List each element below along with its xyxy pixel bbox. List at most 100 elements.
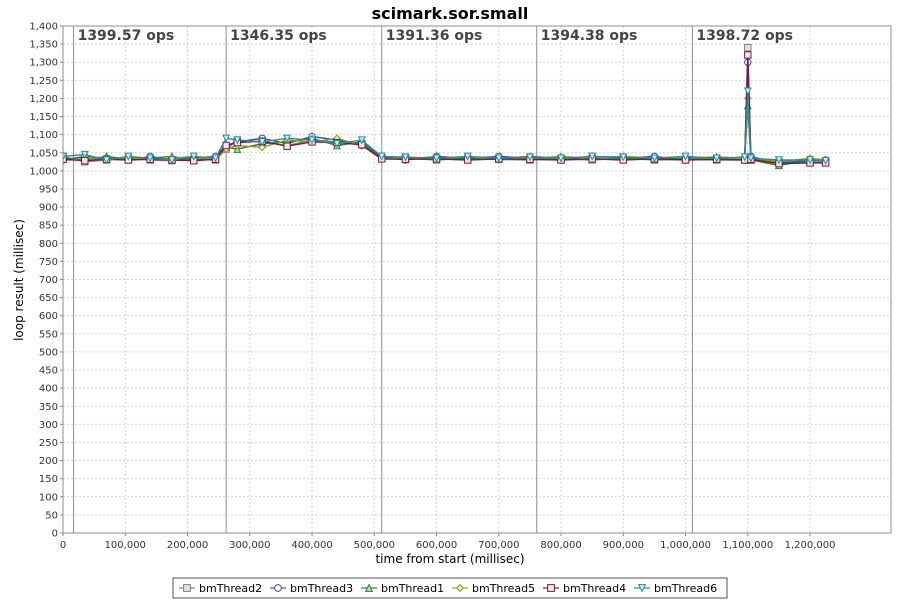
- data-point: [146, 154, 155, 163]
- y-tick-label: 0: [52, 529, 58, 540]
- y-tick-label: 100: [39, 492, 58, 503]
- data-point: [283, 134, 292, 143]
- data-point: [102, 156, 111, 165]
- y-tick-label: 300: [39, 420, 58, 431]
- x-tick-label: 0: [60, 540, 66, 551]
- data-point: [712, 154, 721, 163]
- phase-ops-label: 1399.57 ops: [78, 28, 175, 44]
- data-point: [283, 142, 291, 150]
- phase-ops-label: 1391.36 ops: [386, 28, 483, 44]
- data-point: [744, 44, 752, 52]
- y-tick-label: 750: [39, 257, 58, 268]
- legend-marker: [274, 584, 282, 592]
- data-point: [357, 136, 366, 145]
- data-point: [308, 136, 317, 145]
- x-tick-label: 400,000: [291, 540, 332, 551]
- y-tick-label: 650: [39, 293, 58, 304]
- legend-label: bmThread1: [381, 582, 444, 595]
- x-axis-label: time from start (millisec): [375, 552, 524, 566]
- y-tick-label: 50: [45, 510, 58, 521]
- y-tick-label: 700: [39, 275, 58, 286]
- data-point: [463, 152, 472, 161]
- y-tick-label: 350: [39, 402, 58, 413]
- data-point: [332, 139, 341, 149]
- x-tick-label: 300,000: [229, 540, 270, 551]
- legend-marker: [547, 584, 555, 592]
- series-bmThread6: [63, 87, 830, 166]
- x-tick-label: 500,000: [354, 540, 395, 551]
- data-point: [525, 153, 534, 162]
- y-tick-label: 1,350: [29, 40, 58, 51]
- legend-item: bmThread5: [452, 582, 535, 595]
- phase-ops-label: 1346.35 ops: [230, 28, 327, 44]
- data-point: [744, 51, 752, 59]
- legend-label: bmThread6: [654, 582, 717, 595]
- data-point: [774, 156, 783, 165]
- chart-title: scimark.sor.small: [372, 4, 529, 23]
- data-point: [63, 152, 68, 161]
- legend-box: [172, 577, 728, 599]
- x-tick-label: 1,000,000: [660, 540, 711, 551]
- data-point: [167, 156, 176, 165]
- y-tick-label: 550: [39, 329, 58, 340]
- y-tick-label: 400: [39, 384, 58, 395]
- x-tick-label: 1,100,000: [722, 540, 773, 551]
- x-tick-label: 100,000: [105, 540, 146, 551]
- legend-marker: [455, 583, 465, 593]
- data-point: [821, 157, 830, 166]
- data-point: [494, 154, 503, 163]
- data-point: [650, 154, 659, 163]
- legend-label: bmThread2: [199, 582, 262, 595]
- legend-marker: [364, 583, 374, 592]
- data-point: [743, 87, 752, 96]
- data-point: [619, 153, 628, 162]
- data-point: [63, 155, 67, 163]
- data-point: [432, 154, 441, 163]
- x-tick-label: 600,000: [416, 540, 457, 551]
- legend-item: bmThread6: [634, 582, 717, 595]
- y-tick-label: 150: [39, 474, 58, 485]
- y-tick-label: 1,100: [29, 130, 58, 141]
- legend-label: bmThread5: [472, 582, 535, 595]
- x-tick-label: 800,000: [540, 540, 581, 551]
- y-tick-label: 200: [39, 456, 58, 467]
- y-tick-label: 1,000: [29, 166, 58, 177]
- legend-item: bmThread1: [361, 582, 444, 595]
- y-axis-label: loop result (millisec): [12, 219, 26, 341]
- y-tick-label: 600: [39, 311, 58, 322]
- y-tick-label: 500: [39, 347, 58, 358]
- phase-ops-label: 1398.72 ops: [696, 28, 793, 44]
- y-tick-label: 1,050: [29, 148, 58, 159]
- y-tick-label: 850: [39, 221, 58, 232]
- legend-label: bmThread4: [563, 582, 626, 595]
- legend-item: bmThread4: [543, 582, 626, 595]
- data-point: [681, 152, 690, 161]
- data-point: [588, 152, 597, 161]
- legend-marker: [637, 584, 647, 593]
- y-tick-label: 1,300: [29, 58, 58, 69]
- x-tick-label: 200,000: [167, 540, 208, 551]
- data-point: [401, 153, 410, 162]
- data-point: [124, 152, 133, 161]
- x-tick-label: 900,000: [603, 540, 644, 551]
- data-point: [740, 153, 749, 162]
- plot-area: 0 50 100 150 200 250 300 350 400 450 500 550 600 650 7…: [29, 22, 892, 551]
- data-point: [233, 136, 242, 145]
- legend-item: bmThread3: [270, 582, 353, 595]
- y-tick-label: 1,150: [29, 112, 58, 123]
- x-tick-label: 700,000: [478, 540, 519, 551]
- legend-label: bmThread3: [290, 582, 353, 595]
- y-tick-label: 1,200: [29, 94, 58, 105]
- data-point: [211, 154, 220, 163]
- legend-item: bmThread2: [179, 582, 262, 595]
- y-tick-label: 1,400: [29, 22, 58, 33]
- y-tick-label: 450: [39, 366, 58, 377]
- y-tick-label: 950: [39, 184, 58, 195]
- x-tick-label: 1,200,000: [785, 540, 836, 551]
- legend-marker: [183, 584, 191, 592]
- y-tick-label: 250: [39, 438, 58, 449]
- legend: bmThread2 bmThread3 bmThread1 bmThread5 bmTh…: [172, 577, 728, 599]
- data-point: [806, 156, 815, 165]
